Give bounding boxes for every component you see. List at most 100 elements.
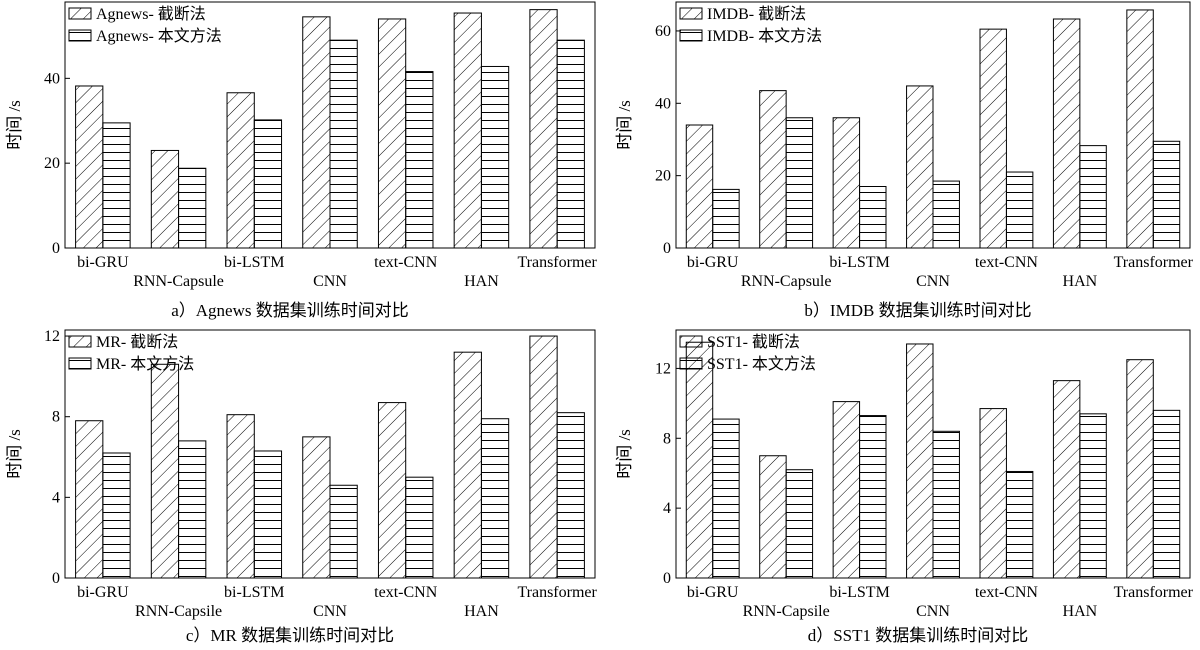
- bar-proposed: [329, 484, 358, 579]
- bar-proposed: [480, 418, 510, 579]
- bar-truncation: [979, 28, 1007, 249]
- bar-truncation: [453, 351, 482, 579]
- bar-truncation: [1126, 9, 1154, 249]
- x-category-label: text-CNN: [975, 584, 1039, 601]
- bar-proposed: [102, 122, 131, 249]
- x-category-label: RNN-Capsule: [741, 273, 832, 290]
- bar-truncation: [832, 117, 861, 249]
- legend-entry: MR- 本文方法: [96, 355, 194, 373]
- bar-proposed: [859, 186, 887, 249]
- legend-entry: Agnews- 本文方法: [96, 27, 222, 45]
- bar-truncation: [906, 343, 934, 579]
- bar-truncation: [377, 18, 407, 249]
- legend-swatch: [679, 7, 703, 20]
- legend-swatch: [68, 29, 92, 42]
- legend-entry: SST1- 本文方法: [707, 355, 816, 373]
- bar-truncation: [1052, 380, 1081, 579]
- x-category-label: RNN-Capsule: [133, 273, 224, 290]
- x-category-label: CNN: [916, 603, 950, 620]
- bar-truncation: [979, 408, 1007, 579]
- bar-proposed: [405, 71, 434, 249]
- y-tick-label: 40: [44, 70, 60, 87]
- y-tick-label: 0: [663, 570, 671, 587]
- y-axis-label: 时间 /s: [5, 100, 24, 150]
- legend-entry: IMDB- 本文方法: [707, 27, 822, 45]
- x-category-label: RNN-Capsile: [135, 603, 222, 620]
- x-category-label: text-CNN: [374, 584, 438, 601]
- x-category-label: CNN: [313, 603, 347, 620]
- x-category-label: HAN: [1063, 603, 1098, 620]
- bar-proposed: [253, 119, 283, 249]
- y-tick-label: 40: [655, 95, 671, 112]
- y-axis-label: 时间 /s: [615, 429, 634, 479]
- bar-truncation: [685, 341, 714, 579]
- legend-entry: SST1- 截断法: [707, 333, 800, 351]
- bar-truncation: [529, 9, 558, 249]
- bar-proposed: [1152, 140, 1181, 249]
- x-category-label: Transformer: [1114, 584, 1194, 601]
- legend-swatch: [679, 335, 703, 348]
- x-category-label: bi-GRU: [77, 584, 129, 601]
- legend-swatch: [68, 7, 92, 20]
- panel-caption: b）IMDB 数据集训练时间对比: [804, 301, 1031, 320]
- panel-caption: d）SST1 数据集训练时间对比: [808, 626, 1029, 645]
- bar-truncation: [75, 420, 104, 579]
- bar-proposed: [405, 476, 434, 579]
- bar-truncation: [906, 85, 934, 249]
- panel-caption: a）Agnews 数据集训练时间对比: [171, 301, 409, 320]
- bar-proposed: [785, 117, 814, 249]
- y-tick-label: 60: [655, 23, 671, 40]
- y-tick-label: 12: [655, 360, 671, 377]
- bar-proposed: [556, 39, 585, 249]
- bar-truncation: [832, 401, 861, 579]
- bar-proposed: [712, 188, 740, 249]
- bar-proposed: [1005, 470, 1034, 579]
- bar-truncation: [685, 124, 714, 249]
- bar-proposed: [1152, 409, 1181, 579]
- bar-truncation: [759, 455, 787, 579]
- y-tick-label: 0: [52, 240, 60, 257]
- x-category-label: bi-LSTM: [224, 254, 284, 271]
- bar-proposed: [253, 450, 283, 579]
- bar-truncation: [1126, 359, 1154, 579]
- bar-proposed: [1005, 171, 1034, 249]
- bar-proposed: [556, 412, 585, 579]
- bar-truncation: [759, 90, 787, 249]
- bar-proposed: [859, 415, 887, 579]
- x-category-label: bi-GRU: [687, 584, 739, 601]
- y-tick-label: 8: [52, 409, 60, 426]
- y-tick-label: 12: [44, 328, 60, 345]
- x-category-label: text-CNN: [975, 254, 1039, 271]
- bar-truncation: [150, 363, 180, 579]
- y-tick-label: 0: [52, 570, 60, 587]
- bar-truncation: [226, 92, 255, 249]
- bar-proposed: [785, 469, 814, 579]
- legend-swatch: [679, 357, 703, 370]
- legend-swatch: [68, 357, 92, 370]
- x-category-label: Transformer: [517, 584, 597, 601]
- bar-truncation: [302, 16, 331, 249]
- y-axis-label: 时间 /s: [615, 100, 634, 150]
- x-category-label: Transformer: [517, 254, 597, 271]
- x-category-label: bi-GRU: [77, 254, 129, 271]
- x-category-label: HAN: [464, 273, 499, 290]
- x-category-label: HAN: [464, 603, 499, 620]
- y-axis-label: 时间 /s: [5, 429, 24, 479]
- bar-truncation: [453, 12, 482, 249]
- x-category-label: Transformer: [1114, 254, 1194, 271]
- bar-proposed: [329, 39, 358, 249]
- bar-truncation: [75, 85, 104, 249]
- legend-entry: IMDB- 截断法: [707, 5, 806, 23]
- x-category-label: CNN: [313, 273, 347, 290]
- x-category-label: bi-LSTM: [829, 584, 889, 601]
- x-category-label: CNN: [916, 273, 950, 290]
- y-tick-label: 0: [663, 240, 671, 257]
- bar-truncation: [377, 402, 407, 579]
- bar-truncation: [226, 414, 255, 579]
- y-tick-label: 4: [663, 500, 671, 517]
- bar-truncation: [150, 149, 180, 249]
